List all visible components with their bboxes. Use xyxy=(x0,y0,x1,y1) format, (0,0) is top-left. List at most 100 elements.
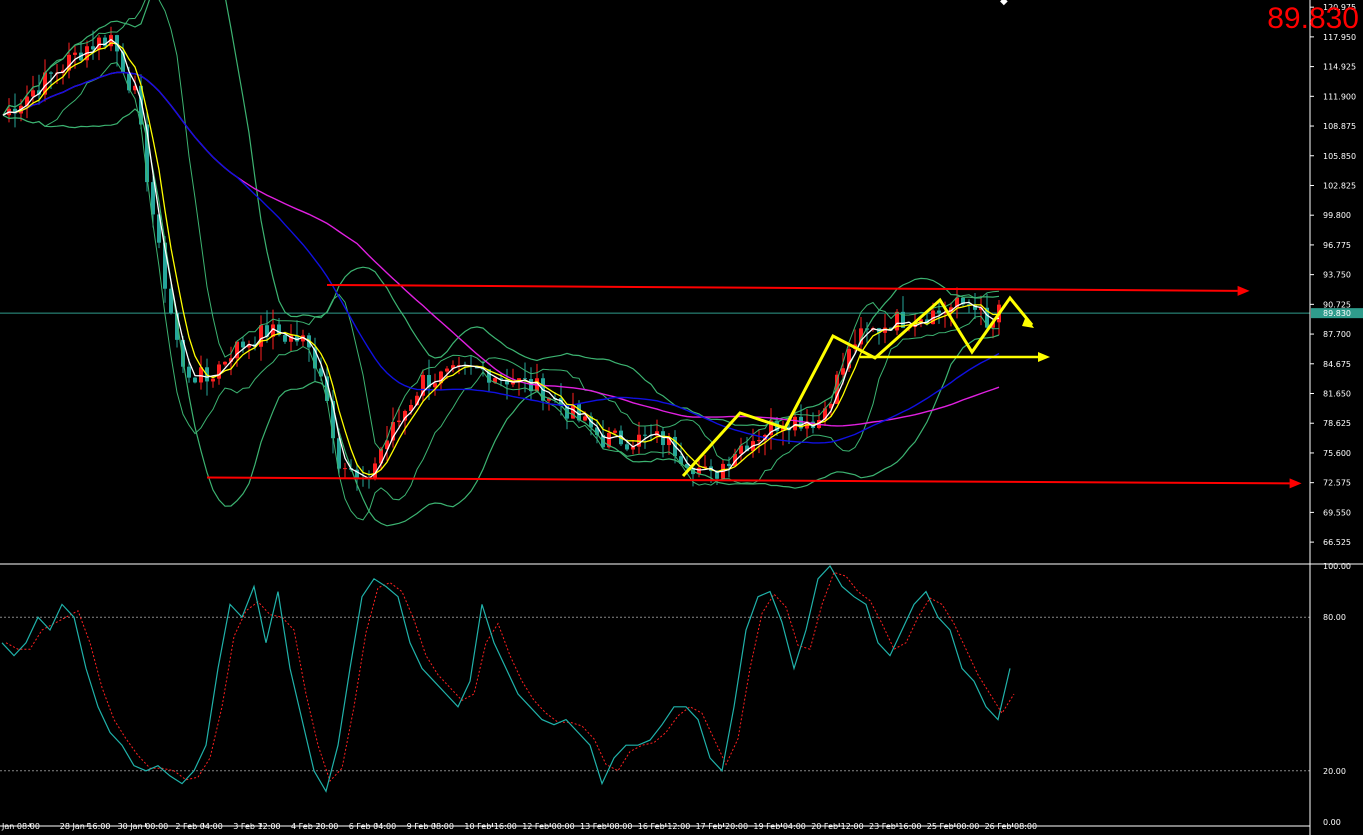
candle-body xyxy=(223,361,227,365)
candle-body xyxy=(733,453,737,467)
price-tick-label: 114.925 xyxy=(1323,63,1356,72)
time-tick-label: 6 Feb 04:00 xyxy=(349,822,396,831)
candle-body xyxy=(799,416,803,429)
candle-body xyxy=(445,368,449,372)
trendline xyxy=(206,476,1290,485)
candle-body xyxy=(727,463,731,467)
time-tick-label: 23 Feb 16:00 xyxy=(869,822,921,831)
candle-body xyxy=(331,400,335,439)
price-tick-label: 66.525 xyxy=(1323,538,1351,547)
candle-body xyxy=(937,310,941,313)
candle-body xyxy=(43,72,47,95)
price-pane xyxy=(0,0,1310,527)
price-tick-label: 90.725 xyxy=(1323,300,1351,309)
candle-body xyxy=(127,72,131,91)
time-tick-label: 13 Feb 08:00 xyxy=(580,822,632,831)
current-price-label: 89.830 xyxy=(1323,309,1351,318)
price-tick-label: 108.875 xyxy=(1323,122,1356,131)
candle-body xyxy=(859,328,863,345)
candle-body xyxy=(25,96,29,106)
candle-body xyxy=(145,124,149,183)
candle-body xyxy=(577,404,581,421)
trendline-arrow-icon xyxy=(1289,478,1302,489)
candle-body xyxy=(295,335,299,342)
candle-body xyxy=(487,369,491,383)
candle-body xyxy=(337,438,341,469)
time-tick-label: 17 Feb 20:00 xyxy=(696,822,748,831)
candle-body xyxy=(385,440,389,450)
candle-body xyxy=(973,304,977,310)
price-tick-label: 93.750 xyxy=(1323,271,1351,280)
price-tick-label: 84.675 xyxy=(1323,360,1351,369)
stoch-tick-label: 100.00 xyxy=(1323,562,1351,571)
current-price-tag xyxy=(1311,308,1363,319)
stoch-tick-label: 20.00 xyxy=(1323,767,1346,776)
candle-body xyxy=(97,37,101,50)
candle-body xyxy=(613,430,617,433)
candle-body xyxy=(73,52,77,55)
price-tick-label: 102.825 xyxy=(1323,181,1356,190)
candle-body xyxy=(193,377,197,383)
candle-body xyxy=(163,242,167,289)
candle-body xyxy=(199,367,203,383)
candle-body xyxy=(667,436,671,446)
candle-body xyxy=(319,368,323,377)
candle-body xyxy=(379,449,383,464)
price-tick-label: 105.850 xyxy=(1323,152,1356,161)
time-tick-label: 9 Feb 08:00 xyxy=(407,822,454,831)
time-tick-label: 25 Feb 00:00 xyxy=(927,822,979,831)
price-tick-label: 75.600 xyxy=(1323,449,1351,458)
candle-body xyxy=(943,312,947,314)
candle-body xyxy=(115,35,119,52)
candle-body xyxy=(451,365,455,369)
candle-body xyxy=(355,469,359,478)
candle-body xyxy=(661,431,665,446)
candle-body xyxy=(103,37,107,47)
candle-body xyxy=(757,440,761,442)
candle-body xyxy=(955,297,959,308)
support-arrow-icon xyxy=(1038,352,1050,362)
candle-body xyxy=(415,395,419,405)
candle-body xyxy=(595,427,599,435)
candle-body xyxy=(643,434,647,436)
candle-body xyxy=(715,471,719,479)
price-tick-label: 72.575 xyxy=(1323,479,1351,488)
candle-body xyxy=(979,307,983,310)
candle-body xyxy=(187,366,191,378)
time-tick-label: 2 Feb 04:00 xyxy=(175,822,222,831)
candle-body xyxy=(475,367,479,369)
candle-body xyxy=(397,420,401,423)
candle-body xyxy=(241,341,245,348)
candle-body xyxy=(493,378,497,383)
candle-body xyxy=(505,379,509,385)
candle-body xyxy=(841,368,845,375)
bollinger-inner-upper xyxy=(2,0,1000,461)
ma-long xyxy=(2,71,1000,427)
candle-body xyxy=(499,378,503,380)
time-tick-label: 12 Feb 00:00 xyxy=(522,822,574,831)
candle-body xyxy=(211,378,215,382)
candle-body xyxy=(985,307,989,328)
candle-body xyxy=(457,365,461,367)
candle-body xyxy=(391,422,395,441)
ma-mid xyxy=(2,42,1000,476)
candle-body xyxy=(67,54,71,71)
candle-body xyxy=(991,322,995,328)
candle-body xyxy=(91,46,95,50)
candle-body xyxy=(169,288,173,314)
candle-body xyxy=(31,90,35,97)
time-tick-label: 28 Jan 16:00 xyxy=(60,822,111,831)
price-tick-label: 117.950 xyxy=(1323,33,1356,42)
candle-body xyxy=(49,72,53,74)
candle-body xyxy=(271,324,275,337)
price-tick-label: 99.800 xyxy=(1323,211,1351,220)
candle-body xyxy=(745,445,749,452)
time-tick-label: 16 Feb 12:00 xyxy=(638,822,690,831)
candle-body xyxy=(697,467,701,475)
time-tick-label: 20 Feb 12:00 xyxy=(811,822,863,831)
candle-body xyxy=(259,325,263,347)
candle-body xyxy=(895,311,899,331)
candle-body xyxy=(277,324,281,336)
